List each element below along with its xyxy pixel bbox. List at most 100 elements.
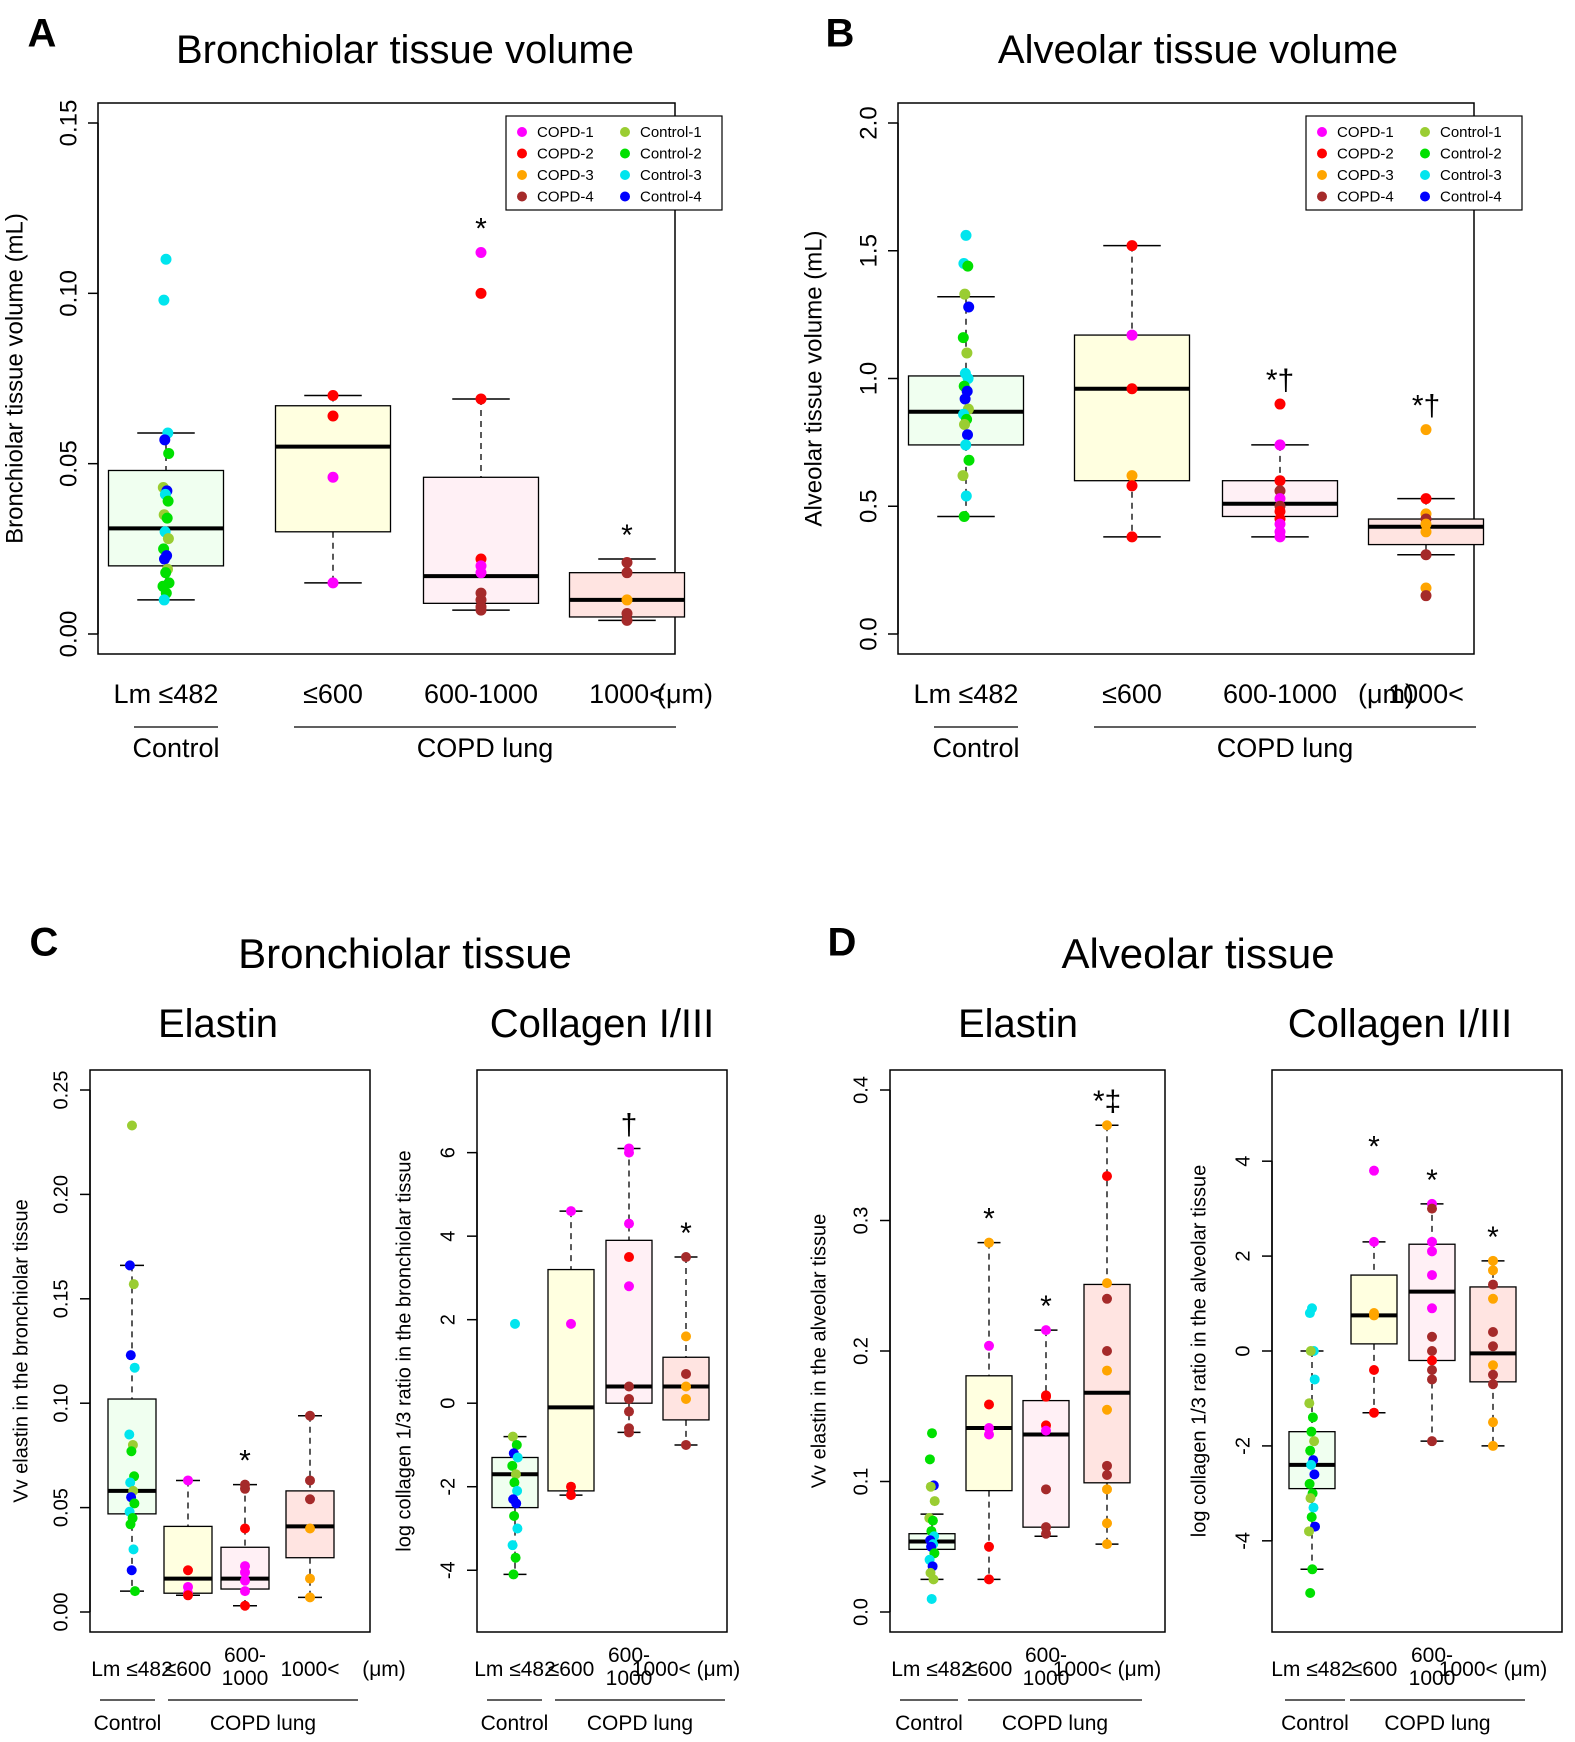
data-point (183, 1590, 193, 1601)
legend-label: Control-3 (1440, 167, 1502, 184)
data-point (1488, 1440, 1498, 1451)
data-point (1306, 1512, 1317, 1523)
legend-marker (1420, 170, 1430, 180)
legend-label: COPD-2 (537, 145, 594, 162)
data-point (1274, 531, 1286, 543)
group-label-copd: COPD lung (417, 733, 554, 763)
data-point (1102, 1539, 1112, 1550)
data-point (621, 594, 633, 606)
data-point (963, 301, 975, 313)
data-point (624, 1381, 634, 1392)
chart-title: Bronchiolar tissue volume (176, 28, 634, 72)
category-label: 600-1000 (1023, 1644, 1070, 1690)
legend-marker (1317, 127, 1327, 137)
category-label: 1000< (589, 679, 665, 709)
data-point (128, 1279, 139, 1290)
panel-c2: Collagen I/III -4 -2 0 2 4 6 log collagen 1/3 r… (393, 1002, 740, 1735)
significance-mark: * (475, 212, 487, 245)
data-point (511, 1498, 522, 1509)
panel-letter: C (30, 921, 59, 965)
category-label: 600-1000 (424, 679, 538, 709)
category-label: ≤600 (548, 1658, 595, 1681)
category-label: 1000< (μm) (632, 1658, 740, 1681)
category-label: Lm ≤482 (1271, 1658, 1353, 1681)
data-point (621, 614, 633, 626)
group-label-control: Control (895, 1712, 963, 1735)
data-point (1274, 505, 1286, 517)
legend-marker (517, 127, 527, 137)
legend-label: COPD-3 (537, 167, 594, 184)
data-point (1369, 1364, 1379, 1375)
data-point (1102, 1346, 1112, 1356)
y-tick-label: 0.20 (50, 1175, 72, 1214)
category-label: Lm ≤482 (114, 679, 219, 709)
data-point (1306, 1426, 1317, 1437)
legend-label: COPD-1 (537, 124, 594, 141)
data-point (1420, 590, 1432, 602)
data-point (475, 246, 487, 258)
data-point (512, 1523, 523, 1534)
data-point (1304, 1478, 1315, 1489)
data-point (1420, 582, 1432, 594)
y-tick-label: 0 (1232, 1345, 1254, 1356)
category-label: 600-1000 (606, 1644, 653, 1690)
data-point (624, 1147, 634, 1158)
y-tick-label: 0.05 (55, 440, 82, 487)
data-point (958, 510, 970, 522)
data-point (1305, 1588, 1316, 1599)
data-point (1126, 329, 1138, 341)
data-point (681, 1331, 691, 1342)
data-point (681, 1394, 691, 1405)
data-point (1369, 1310, 1379, 1321)
significance-mark: *† (1412, 390, 1440, 423)
data-point (1427, 1436, 1437, 1447)
data-point (1102, 1469, 1112, 1480)
section-c-title: Bronchiolar tissue (238, 930, 572, 977)
group-label-copd: COPD lung (1002, 1712, 1108, 1735)
unit-label: (μm) (362, 1658, 406, 1681)
box-2 (163, 1479, 213, 1597)
data-point (327, 471, 339, 483)
chart-title: Collagen I/III (1288, 1002, 1513, 1046)
legend-label: Control-4 (640, 188, 702, 205)
data-point (240, 1567, 250, 1578)
category-label: 1000< (μm) (1053, 1658, 1161, 1681)
y-tick-label: 0.00 (50, 1593, 72, 1632)
y-tick-label: 4 (1232, 1156, 1254, 1167)
data-point (1369, 1236, 1379, 1247)
box-1 (107, 1264, 157, 1592)
y-tick-label: 0.0 (855, 617, 882, 650)
category-label: 1000< (1388, 679, 1464, 709)
data-point (1488, 1379, 1498, 1390)
data-point (509, 1477, 520, 1488)
legend-label: COPD-2 (1337, 145, 1394, 162)
category-label: 600-1000 (1409, 1644, 1456, 1690)
data-point (1102, 1120, 1112, 1131)
data-point (125, 1350, 136, 1361)
data-point (1274, 439, 1286, 451)
data-point (1427, 1374, 1437, 1385)
plot-frame (476, 1069, 728, 1633)
data-point (305, 1523, 315, 1534)
data-point (1102, 1171, 1112, 1182)
data-point (240, 1600, 250, 1611)
legend-marker (517, 148, 527, 159)
data-point (1041, 1425, 1051, 1436)
legend-marker (517, 191, 527, 202)
data-point (624, 1406, 634, 1417)
category-label: ≤600 (1102, 679, 1162, 709)
legend-label: Control-1 (1440, 124, 1502, 141)
data-point (1305, 1346, 1316, 1356)
data-point (1126, 531, 1138, 543)
data-point (621, 567, 633, 579)
data-point (1427, 1236, 1437, 1247)
box-2 (1350, 1241, 1398, 1414)
legend-label: Control-1 (640, 124, 702, 141)
data-point (1305, 1493, 1316, 1504)
data-point (1126, 383, 1138, 395)
data-point (1420, 424, 1432, 436)
unit-label: (μm) (657, 679, 713, 709)
panel-letter: A (28, 12, 57, 56)
y-axis-label: log collagen 1/3 ratio in the alveolar t… (1188, 1165, 1210, 1537)
data-point (1041, 1528, 1051, 1539)
